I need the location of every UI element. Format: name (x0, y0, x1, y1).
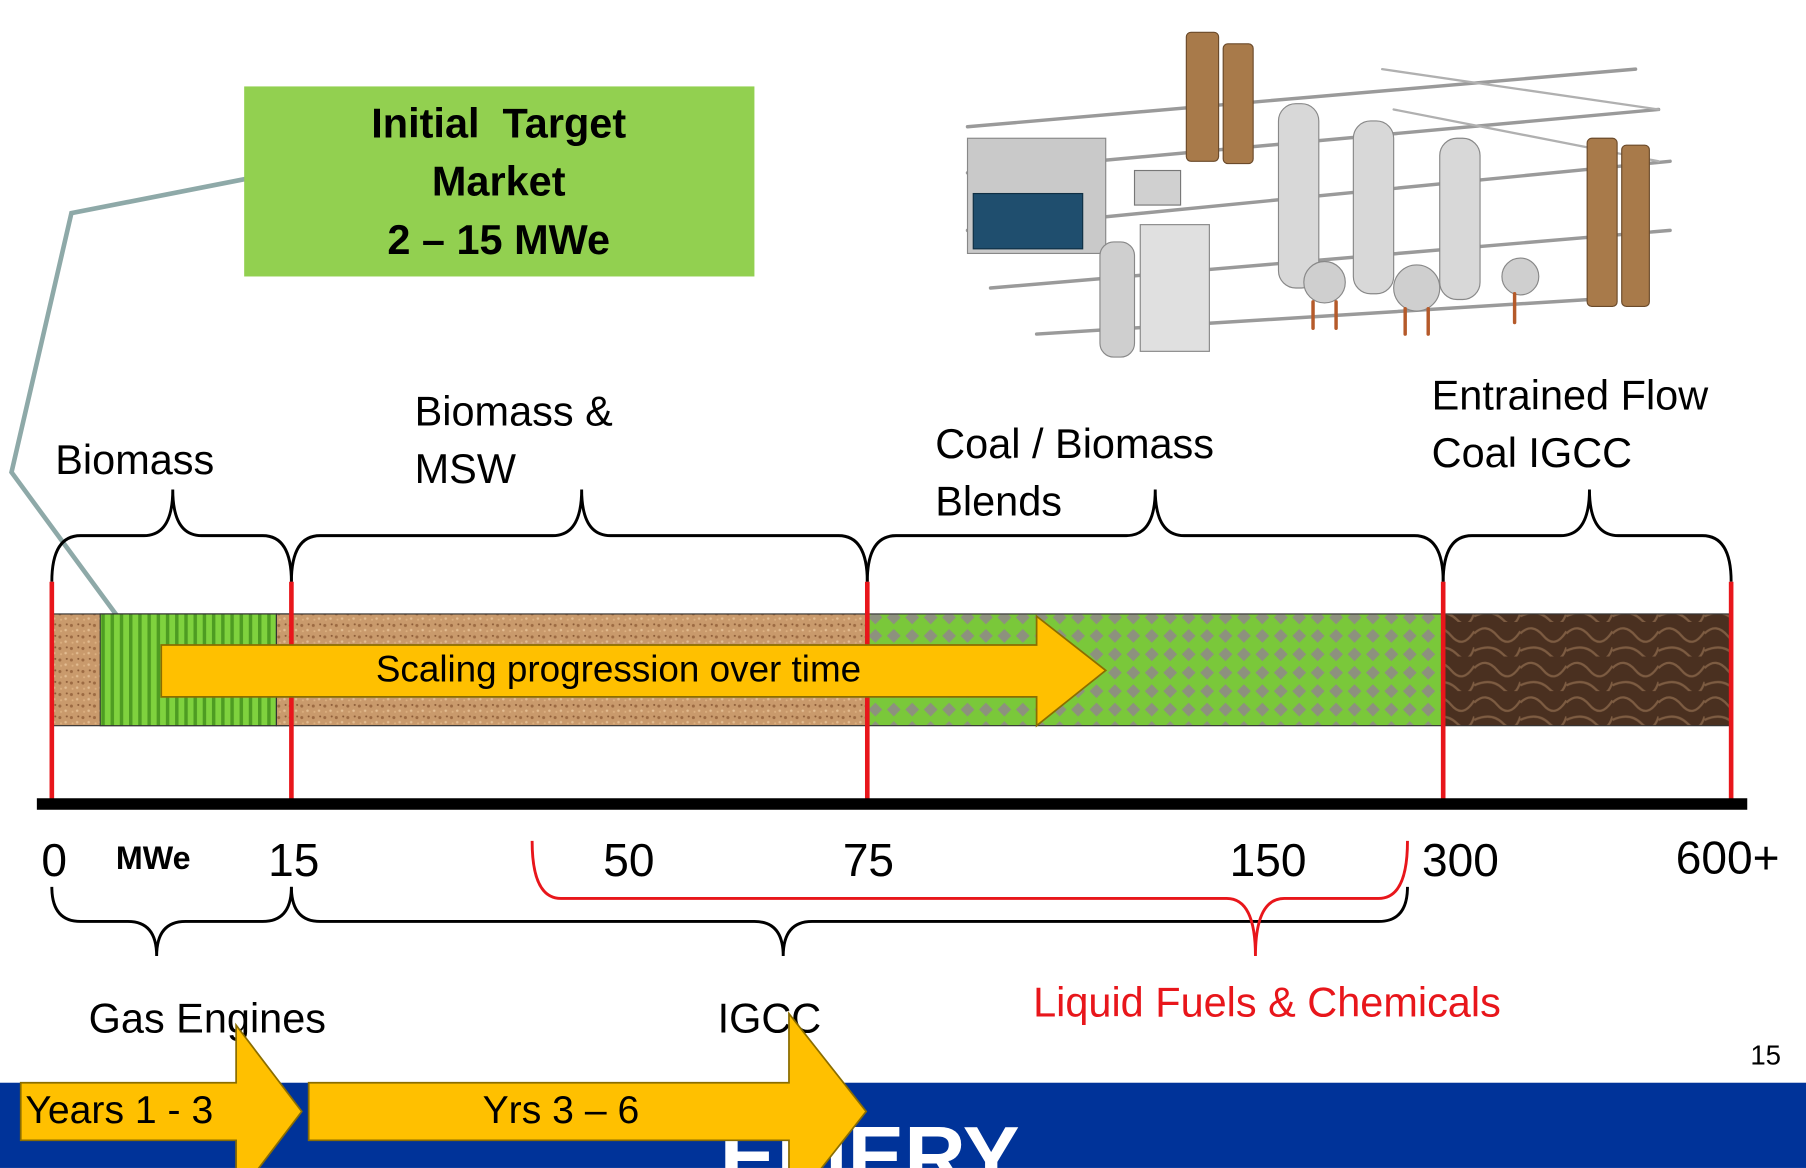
brace (52, 490, 292, 582)
scale-label: 300 (1422, 834, 1499, 886)
segment-label: Entrained Flow (1432, 372, 1710, 419)
bar-segment (1443, 614, 1731, 726)
application-label: Gas Engines (89, 995, 326, 1042)
timeline-label: Yrs 3 – 6 (483, 1089, 640, 1132)
slide: Initial Target Market 2 – 15 MWe Biomass… (0, 0, 1806, 1168)
scale-label: 75 (843, 834, 894, 886)
segment-label: Blends (935, 477, 1062, 524)
brace (1443, 490, 1731, 582)
segment-label: Coal IGCC (1432, 429, 1632, 476)
scale-label: 150 (1230, 834, 1307, 886)
segment-label: MSW (415, 445, 516, 492)
brace (52, 887, 292, 956)
scale-label: 600+ (1676, 832, 1780, 884)
segment-label: Coal / Biomass (935, 420, 1214, 467)
timeline-label: Years 1 - 3 (25, 1089, 213, 1132)
segment-label: Biomass & (415, 388, 613, 435)
callout-leader (12, 179, 248, 669)
scale-label: 0 (41, 834, 67, 886)
callout-text: Initial Target (371, 100, 626, 147)
scale-unit: MWe (116, 840, 191, 876)
plant-illustration (968, 32, 1671, 357)
callout-text: 2 – 15 MWe (387, 216, 610, 263)
callout-text: Market (432, 157, 566, 204)
page: Initial Target Market 2 – 15 MWe Biomass… (0, 0, 1806, 1168)
scale-label: 50 (603, 834, 654, 886)
segment-label: Biomass (55, 436, 214, 483)
progress-arrow-text: Scaling progression over time (376, 648, 861, 689)
page-number: 15 (1750, 1040, 1781, 1071)
brace (291, 490, 867, 582)
application-label: Liquid Fuels & Chemicals (1033, 979, 1501, 1026)
scale-label: 15 (268, 834, 319, 886)
